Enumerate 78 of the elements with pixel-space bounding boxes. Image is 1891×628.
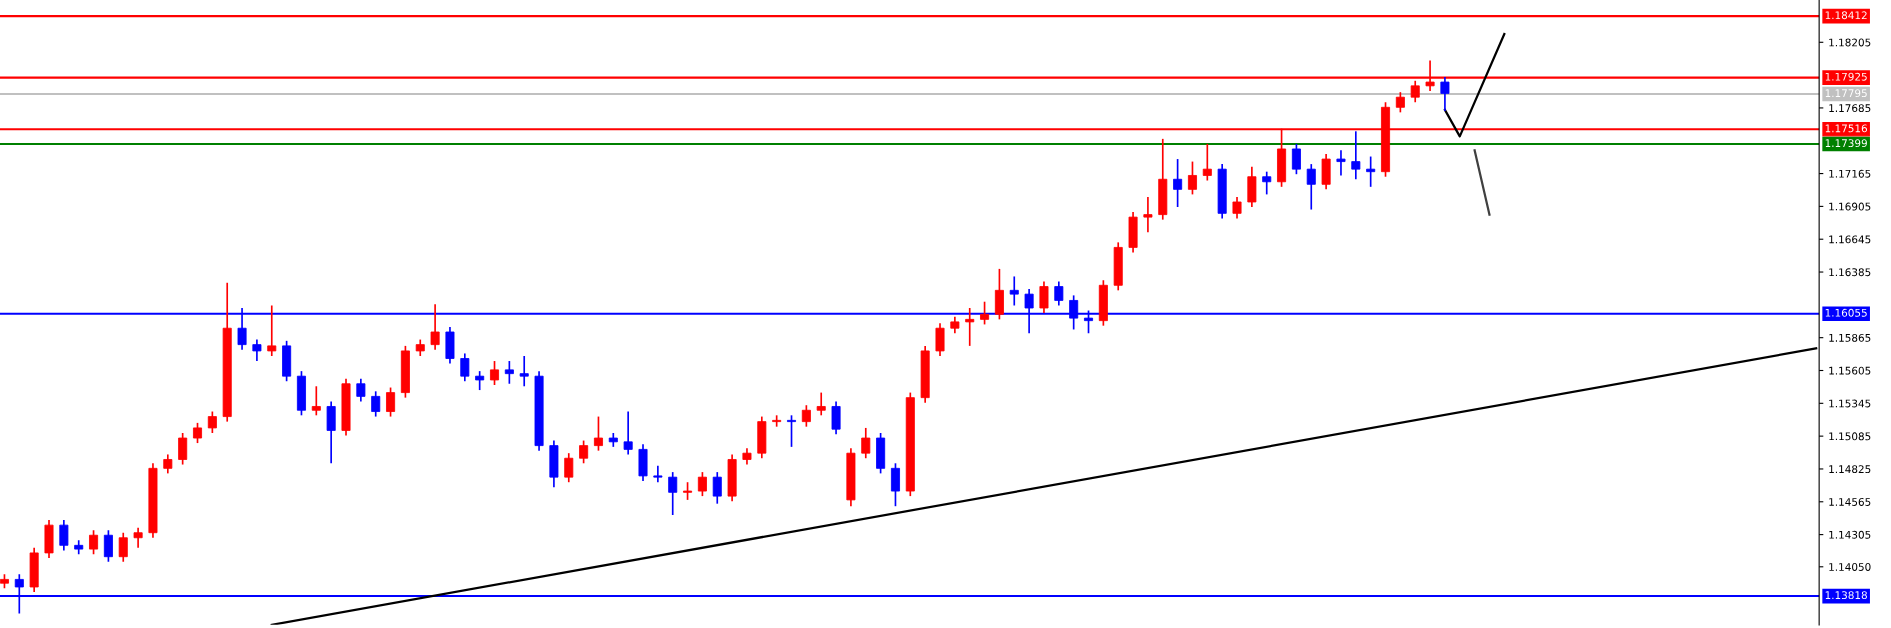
y-tick-label: 1.16385 xyxy=(1829,268,1871,277)
candlestick xyxy=(460,352,470,383)
candlestick xyxy=(519,355,529,388)
candlestick xyxy=(653,464,663,484)
candlestick xyxy=(386,386,396,418)
candlestick xyxy=(430,303,440,351)
candlestick xyxy=(1336,149,1346,177)
candlestick xyxy=(787,414,797,448)
y-tick-label: 1.16905 xyxy=(1829,202,1871,211)
y-tick-label: 1.17685 xyxy=(1829,104,1871,113)
y-tick-label: 1.16645 xyxy=(1829,235,1871,244)
ref-line-label: 1.18412 xyxy=(1825,11,1867,20)
candlestick xyxy=(356,377,366,403)
candlestick xyxy=(118,531,128,563)
candlestick xyxy=(178,432,188,466)
candlestick xyxy=(311,385,321,417)
candlestick xyxy=(133,526,143,549)
candlestick xyxy=(59,519,69,552)
candlestick xyxy=(623,410,633,456)
candlestick xyxy=(593,415,603,452)
candlestick xyxy=(1143,196,1153,234)
candlestick xyxy=(1039,280,1049,314)
candlestick xyxy=(103,529,113,563)
candlestick xyxy=(980,300,990,326)
candlestick xyxy=(89,529,99,556)
candlestick xyxy=(163,453,173,475)
candlestick xyxy=(475,370,485,391)
y-tick-label: 1.15345 xyxy=(1829,399,1871,408)
ref-line-label: 1.17516 xyxy=(1825,124,1868,133)
y-tick-label: 1.14565 xyxy=(1829,498,1871,506)
y-tick-label: 1.15605 xyxy=(1829,366,1871,375)
candlestick xyxy=(697,471,707,497)
candlestick xyxy=(1395,91,1405,114)
candlestick xyxy=(994,268,1004,321)
candlestick xyxy=(668,471,678,516)
ref-line-label: 1.17795 xyxy=(1825,89,1867,98)
candlestick xyxy=(1187,160,1197,196)
candlestick xyxy=(712,471,722,505)
candlestick xyxy=(1262,170,1272,196)
y-tick-label: 1.15865 xyxy=(1829,333,1871,342)
ref-line-label: 1.17399 xyxy=(1825,139,1867,148)
candlestick xyxy=(1054,280,1064,307)
y-tick-label: 1.15085 xyxy=(1829,432,1871,441)
y-tick-label: 1.14050 xyxy=(1829,563,1871,571)
y-tick-label: 1.14305 xyxy=(1829,530,1871,539)
candlestick xyxy=(193,422,203,444)
ref-line-label: 1.13818 xyxy=(1825,591,1867,600)
candlestick xyxy=(504,360,514,385)
candlestick xyxy=(1009,275,1019,307)
candlestick xyxy=(816,391,826,417)
candlestick xyxy=(1366,155,1376,188)
candlestick xyxy=(1306,163,1316,211)
candlestick xyxy=(490,360,500,386)
candlestick xyxy=(1173,158,1183,208)
candlestick xyxy=(861,427,871,460)
y-tick-label: 1.18205 xyxy=(1829,38,1871,47)
candlestick xyxy=(935,322,945,357)
candlestick xyxy=(1351,130,1361,181)
candlestick xyxy=(371,390,381,418)
candlestick xyxy=(1440,76,1450,112)
ref-line-label: 1.17925 xyxy=(1825,72,1867,81)
candlestick xyxy=(890,462,900,508)
candlestick xyxy=(252,338,262,362)
candlestick xyxy=(1202,143,1212,182)
candlestick xyxy=(267,304,277,357)
candlestick xyxy=(326,400,336,465)
candlestick xyxy=(564,452,574,484)
y-tick-label: 1.14825 xyxy=(1829,465,1871,474)
candlestick xyxy=(831,400,841,436)
candlestick xyxy=(579,439,589,465)
candlestick xyxy=(207,410,217,434)
candlestick xyxy=(1410,79,1420,104)
ref-line-label: 1.16055 xyxy=(1825,308,1867,317)
candlestick xyxy=(801,404,811,428)
y-tick-label: 1.17165 xyxy=(1829,169,1871,178)
candlestick xyxy=(965,307,975,347)
candlestick xyxy=(1291,143,1301,176)
candlestick xyxy=(1232,196,1242,220)
